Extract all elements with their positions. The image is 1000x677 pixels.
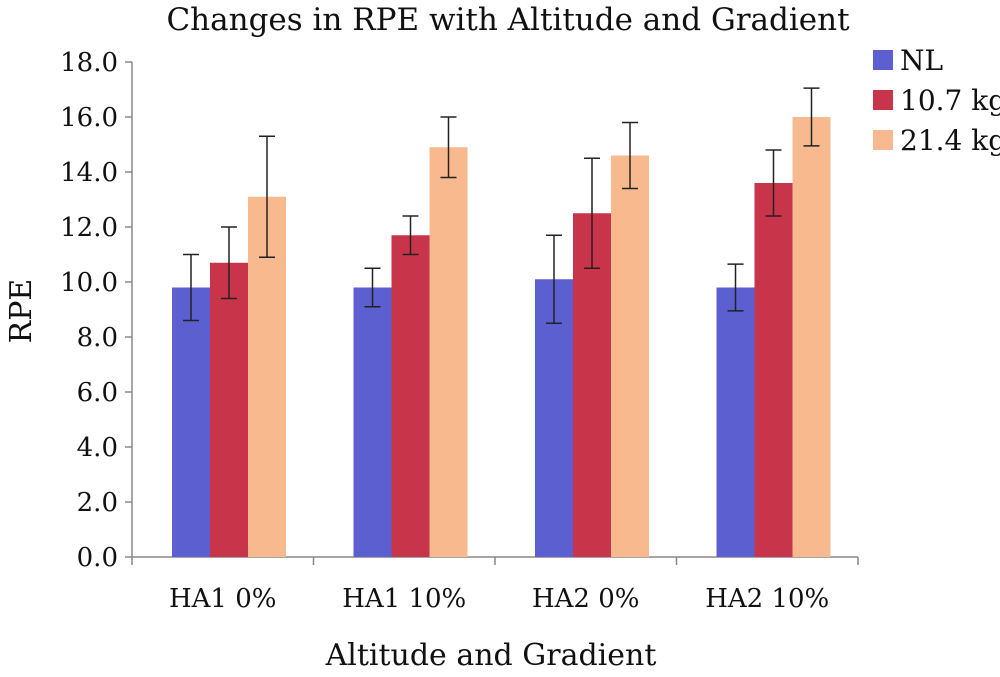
x-axis-title: Altitude and Gradient <box>325 638 657 673</box>
y-tick-label: 2.0 <box>77 488 118 518</box>
chart-title: Changes in RPE with Altitude and Gradien… <box>166 2 850 38</box>
bar <box>573 213 611 557</box>
bar <box>429 147 468 557</box>
legend-label: NL <box>900 44 943 77</box>
y-tick-label: 18.0 <box>60 48 118 78</box>
legend-label: 10.7 kg <box>900 84 1000 117</box>
bar <box>792 117 831 557</box>
x-tick-label: HA1 0% <box>169 584 277 614</box>
legend-swatch <box>873 130 893 150</box>
bar <box>611 155 649 557</box>
bar <box>172 287 210 557</box>
y-tick-label: 8.0 <box>77 323 118 353</box>
y-tick-label: 6.0 <box>77 378 118 408</box>
plot-area: 0.0 2.0 4.0 6.0 8.0 10.0 12.0 14.0 16.0 18.0 HA1 0… <box>60 48 859 614</box>
bar <box>391 235 430 557</box>
y-tick-label: 12.0 <box>60 213 118 243</box>
x-tick-label: HA2 10% <box>705 584 829 614</box>
bar <box>353 287 392 557</box>
legend-swatch <box>873 50 893 70</box>
y-tick-label: 16.0 <box>60 103 118 133</box>
y-tick-label: 14.0 <box>60 158 118 188</box>
y-tick-label: 4.0 <box>77 433 118 463</box>
legend-swatch <box>873 90 893 110</box>
y-tick-label: 0.0 <box>77 543 118 573</box>
bar <box>535 279 573 557</box>
legend-label: 21.4 kg <box>900 124 1000 157</box>
y-axis-title: RPE <box>4 279 39 344</box>
bar <box>210 262 248 557</box>
x-tick-label: HA2 0% <box>532 584 640 614</box>
y-tick-label: 10.0 <box>60 268 118 298</box>
bar <box>754 183 793 557</box>
x-tick-label: HA1 10% <box>342 584 466 614</box>
bar <box>716 287 755 557</box>
legend: NL 10.7 kg 21.4 kg <box>873 44 1000 157</box>
